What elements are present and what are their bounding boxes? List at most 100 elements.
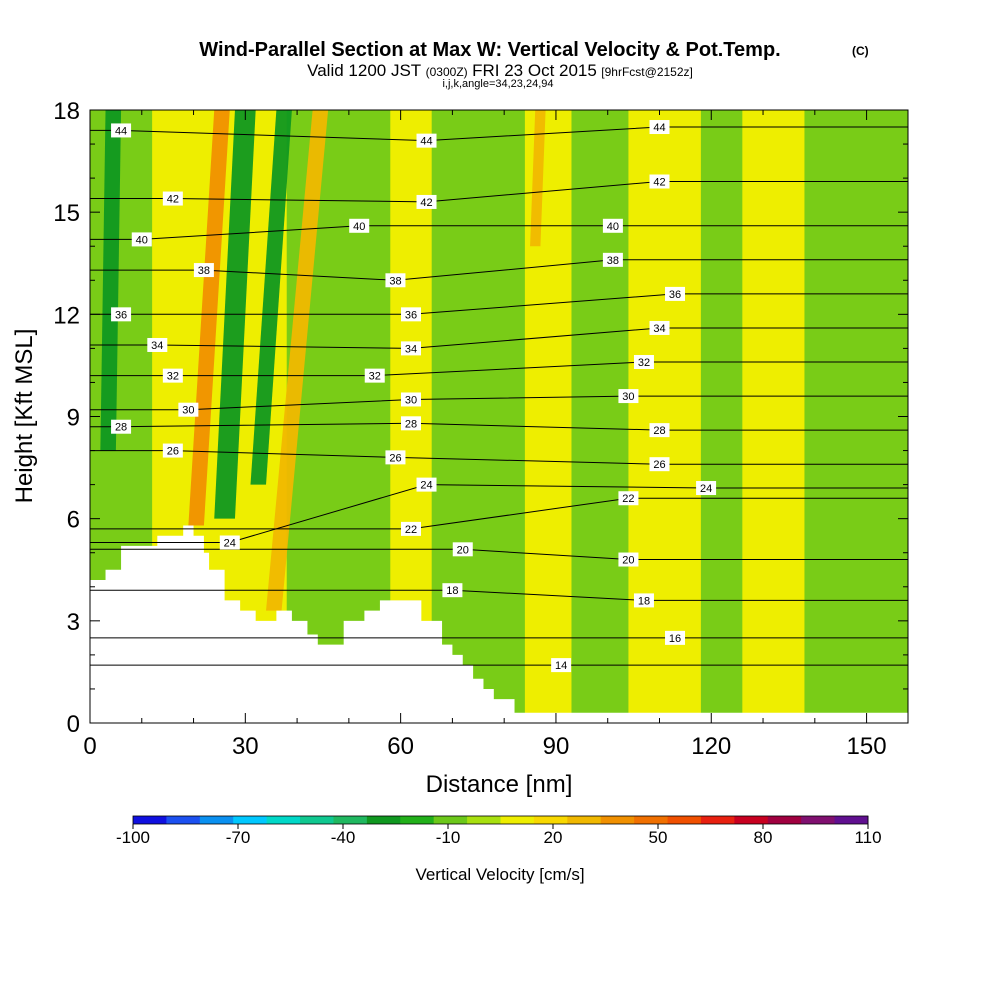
isentrope-label-box [364, 368, 385, 383]
isentrope-label-text: 24 [420, 480, 432, 492]
isentrope-label: 24 [219, 535, 240, 550]
plot-area: 44 42 40 38 36 34 32 30 28 26 24 44 42 40 38 36 34 32 30 28… [90, 110, 908, 723]
isentrope-label-text: 36 [405, 309, 417, 321]
isentrope-label-box [551, 658, 572, 673]
y-tick-label: 6 [67, 507, 80, 534]
colorbar-swatch [233, 816, 268, 824]
isentrope-label-box [633, 593, 654, 608]
y-tick-label: 3 [67, 609, 80, 636]
isentrope-label-box [400, 341, 421, 356]
isentrope-label-text: 38 [198, 265, 210, 277]
isentrope-label-box [649, 457, 670, 472]
terrain [90, 525, 908, 723]
colorbar-tick-label: 50 [649, 828, 668, 847]
isentrope-label-box [665, 630, 686, 645]
isentrope-label-text: 34 [405, 343, 417, 355]
isentrope-label: 26 [162, 443, 183, 458]
isentrope-label-box [385, 450, 406, 465]
isentrope-label-box [400, 416, 421, 431]
isentrope-label-text: 22 [405, 524, 417, 536]
subtitle-utc: (0300Z) [426, 65, 468, 79]
isentrope-label: 42 [162, 191, 183, 206]
isentrope-label-box [111, 123, 132, 138]
isentrope-label-text: 40 [353, 221, 365, 233]
isentrope-label-text: 40 [607, 221, 619, 233]
isentrope-label: 36 [665, 286, 686, 301]
isentrope-label: 14 [551, 658, 572, 673]
colorbar-tick-label: -70 [226, 828, 251, 847]
isentrope-label: 28 [649, 423, 670, 438]
isentrope-label-text: 34 [653, 323, 665, 335]
colorbar-swatch [500, 816, 535, 824]
isentrope-label: 28 [400, 416, 421, 431]
isentrope-label-text: 44 [420, 136, 432, 148]
isentrope-label-box [193, 263, 214, 278]
isentrope-label: 36 [111, 307, 132, 322]
isentrope-label-text: 38 [389, 275, 401, 287]
isentrope-label: 22 [400, 521, 421, 536]
isentrope-label-box [162, 443, 183, 458]
colorbar-tick-label: -40 [331, 828, 356, 847]
subtitle-date: FRI 23 Oct 2015 [472, 61, 597, 80]
isentrope-label-text: 26 [389, 452, 401, 464]
colorbar-swatch [266, 816, 301, 824]
isentrope-label-text: 42 [167, 194, 179, 206]
isentrope-20 [90, 548, 908, 560]
isentrope-label-text: 28 [405, 418, 417, 430]
isentrope-label: 44 [111, 123, 132, 138]
isentrope-label: 26 [649, 457, 670, 472]
isentrope-label-box [602, 218, 623, 233]
isentrope-label: 38 [385, 273, 406, 288]
colorbar-swatch [667, 816, 702, 824]
colorbar-swatch [634, 816, 669, 824]
colorbar-swatch [567, 816, 602, 824]
isentrope-label-text: 34 [151, 340, 163, 352]
isentrope-label-text: 36 [115, 309, 127, 321]
isentrope-label: 34 [649, 320, 670, 335]
isentrope-label-text: 20 [622, 555, 634, 567]
field-band [571, 110, 629, 723]
isentrope-label: 26 [385, 450, 406, 465]
isentrope-label-text: 40 [136, 234, 148, 246]
isentrope-label-text: 28 [115, 422, 127, 434]
isentrope-label-box [649, 320, 670, 335]
colorbar-frame [132, 815, 869, 825]
isentrope-label-box [649, 174, 670, 189]
isentrope-label-box [602, 252, 623, 267]
isentrope-label-box [649, 120, 670, 135]
x-tick-label: 0 [83, 733, 96, 760]
colorbar-tick-label: 110 [854, 828, 881, 847]
colorbar-tick-label: 20 [544, 828, 563, 847]
colorbar-swatch [366, 816, 401, 824]
isentrope-label: 20 [618, 552, 639, 567]
isentrope-label-text: 32 [167, 371, 179, 383]
isentrope-label-text: 32 [369, 371, 381, 383]
updraft-updraft-b [266, 110, 329, 611]
isentrope-label: 32 [364, 368, 385, 383]
isentrope-22 [90, 497, 908, 530]
colorbar-swatch [467, 816, 501, 824]
isentrope-label-box [400, 392, 421, 407]
colorbar-title: Vertical Velocity [cm/s] [415, 865, 584, 884]
isentrope-label-box [162, 368, 183, 383]
isentrope-label: 44 [649, 120, 670, 135]
isentrope-label-text: 42 [653, 177, 665, 189]
isentrope-label-text: 32 [638, 357, 650, 369]
isentrope-label-box [452, 542, 473, 557]
updraft-updraft-a [188, 110, 230, 526]
x-axis-title: Distance [nm] [426, 771, 573, 798]
isentrope-label: 34 [147, 337, 168, 352]
isentrope-label-box [400, 307, 421, 322]
isentrope-label-text: 18 [446, 585, 458, 597]
subtitle-valid: Valid 1200 JST [307, 61, 421, 80]
updraft-updraft-c [530, 110, 546, 247]
x-tick-label: 90 [543, 733, 570, 760]
isentrope-label-box [696, 481, 717, 496]
y-tick-label: 18 [53, 98, 80, 125]
isentrope-label-text: 24 [224, 538, 236, 550]
isentrope-label-text: 44 [115, 125, 127, 137]
colorbar-swatch [333, 816, 368, 824]
colorbar-tick-label: -10 [436, 828, 461, 847]
isentrope-label-text: 24 [700, 483, 712, 495]
